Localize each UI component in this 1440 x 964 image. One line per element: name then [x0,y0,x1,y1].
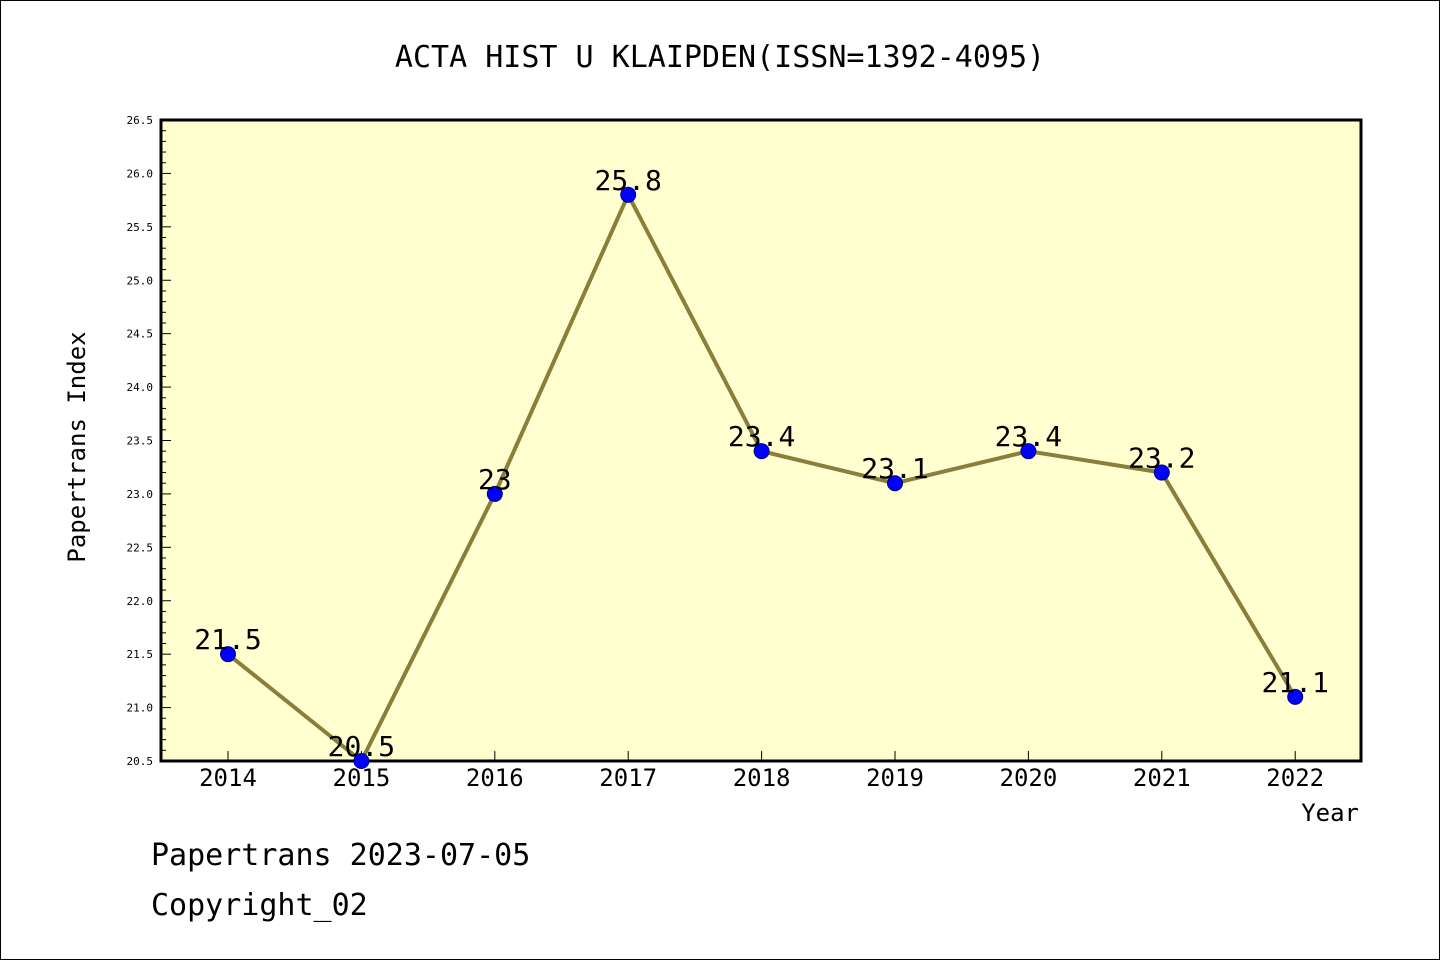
y-axis-title: Papertrans Index [63,331,91,562]
data-point [1020,443,1037,460]
x-tick-label: 2020 [1000,764,1058,792]
data-label: 23.1 [861,452,928,485]
x-tick-label: 2016 [466,764,524,792]
plot-area [159,118,1363,763]
x-tick-label: 2022 [1266,764,1324,792]
y-tick-label: 21.5 [127,648,154,661]
footer-copyright: Copyright_02 [151,888,368,923]
y-tick-label: 23.0 [127,488,154,501]
x-tick-label: 2018 [733,764,791,792]
x-tick-label: 2021 [1133,764,1191,792]
y-tick-label: 24.0 [127,381,154,394]
data-label: 23.4 [995,420,1062,453]
data-point [620,186,637,203]
data-label: 21.5 [194,623,261,656]
x-axis-title: Year [1301,799,1359,827]
y-tick-label: 21.0 [127,702,154,715]
y-tick-label: 22.0 [127,595,154,608]
series-papertrans-index [220,186,1304,769]
y-tick-label: 22.5 [127,541,154,554]
x-tick-label: 2019 [866,764,924,792]
y-tick-label: 25.0 [127,274,154,287]
data-point [353,753,370,769]
y-tick-label: 26.0 [127,167,154,180]
y-axis: 20.5 21.0 21.5 22.0 22.5 23.0 23.5 24.0 24.5 25.0… [127,114,171,768]
footer-date: Papertrans 2023-07-05 [151,838,530,873]
y-tick-label: 20.5 [127,755,154,768]
x-tick-label: 2017 [599,764,657,792]
data-label: 25.8 [594,164,661,197]
data-label: 21.1 [1261,666,1328,699]
y-tick-label: 23.5 [127,435,154,448]
data-label: 23.4 [728,420,795,453]
x-axis: 2014 2015 2016 2017 2018 2019 2020 2021 2022 [199,751,1324,792]
data-point [753,443,770,460]
y-tick-label: 25.5 [127,221,154,234]
y-tick-label: 26.5 [127,114,154,127]
data-point [1153,464,1170,481]
data-labels: 21.5 20.5 23 25.8 23.4 23.1 23.4 23.2 21.1 [194,164,1329,763]
data-point [1287,688,1304,705]
x-tick-label: 2014 [199,764,257,792]
data-label: 23.2 [1128,442,1195,475]
data-point [887,475,903,492]
data-label: 20.5 [328,730,395,763]
data-point [486,485,503,502]
chart-title: ACTA HIST U KLAIPDEN(ISSN=1392-4095) [395,40,1045,75]
y-tick-label: 24.5 [127,328,154,341]
data-point [220,646,236,663]
data-label: 23 [478,463,512,496]
